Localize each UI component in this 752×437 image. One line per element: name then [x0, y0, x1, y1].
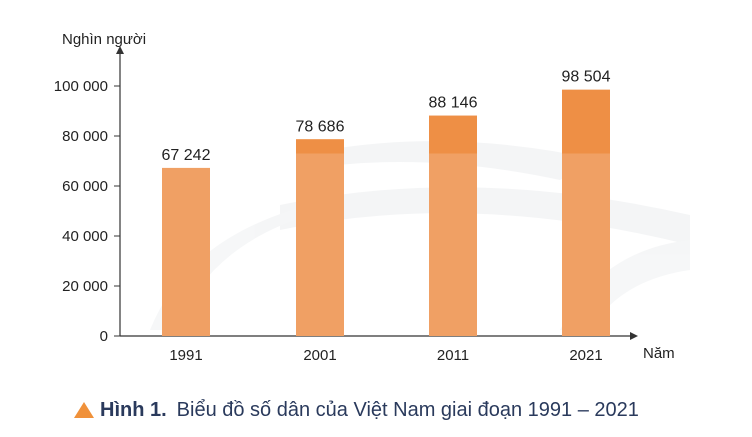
- y-tick-label: 80 000: [62, 128, 108, 145]
- bar-2011: 88 146 2011: [429, 95, 478, 364]
- y-tick-label: 20 000: [62, 278, 108, 295]
- y-tick-label: 60 000: [62, 178, 108, 195]
- y-tick-label: 0: [100, 328, 108, 345]
- y-tick-label: 40 000: [62, 228, 108, 245]
- x-tick-label: 2001: [303, 347, 336, 364]
- triangle-icon: [74, 402, 94, 418]
- bar-value-label: 67 242: [162, 147, 211, 164]
- x-axis-arrow: [630, 332, 638, 340]
- bar-2001: 78 686 2001: [296, 118, 345, 364]
- chart-axes: 0 20 000 40 000 60 000 80 000 100 000: [54, 46, 638, 345]
- bar-value-label: 88 146: [429, 95, 478, 112]
- bars-group: 67 242 1991 78 686 2001 88 146 2011 98 504 2021: [162, 69, 611, 364]
- bar-body: [296, 139, 344, 336]
- bar-value-label: 78 686: [296, 118, 345, 135]
- x-axis-title: Năm: [643, 345, 675, 362]
- caption-label: Hình 1.: [100, 398, 167, 421]
- bar-1991: 67 242 1991: [162, 147, 211, 364]
- x-tick-label: 1991: [169, 347, 202, 364]
- bar-2021: 98 504 2021: [562, 69, 611, 364]
- x-tick-label: 2021: [569, 347, 602, 364]
- y-axis-title: Nghìn người: [62, 31, 146, 48]
- bar-top-shade: [296, 139, 344, 154]
- y-tick-label: 100 000: [54, 78, 108, 95]
- bar-top-shade: [429, 115, 477, 154]
- figure-caption: Hình 1. Biểu đồ số dân của Việt Nam giai…: [74, 395, 639, 425]
- bar-top-shade: [562, 89, 610, 154]
- bar-body: [162, 167, 210, 336]
- y-axis-arrow: [116, 46, 124, 54]
- x-tick-label: 2011: [437, 347, 469, 364]
- bar-value-label: 98 504: [562, 69, 611, 86]
- population-bar-chart: 0 20 000 40 000 60 000 80 000 100 000 67 242 1…: [54, 31, 690, 364]
- caption-title: Biểu đồ số dân của Việt Nam giai đoạn 19…: [176, 398, 639, 421]
